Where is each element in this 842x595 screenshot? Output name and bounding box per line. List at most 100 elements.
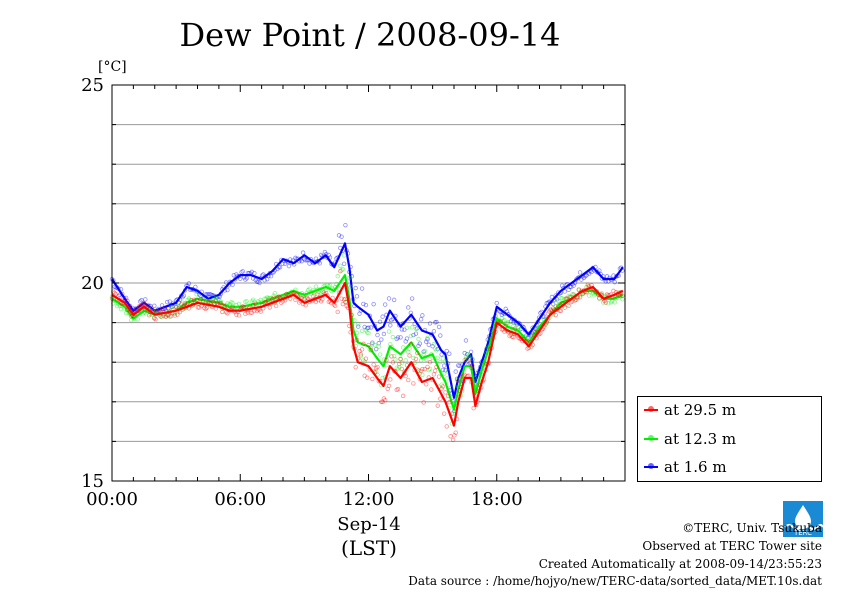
- series-0-point: [463, 357, 469, 362]
- series-1-point: [403, 358, 408, 363]
- x-tick-label: 12:00: [343, 489, 395, 510]
- legend-swatch-blue: [644, 463, 658, 469]
- series-2-point: [377, 319, 383, 325]
- series-2-point: [252, 271, 257, 276]
- series-2-point: [368, 325, 374, 330]
- series-2-point: [549, 294, 555, 300]
- series-0: [109, 268, 625, 443]
- series-2-point: [240, 269, 246, 274]
- series-1-point: [467, 355, 473, 361]
- series-2-point: [322, 249, 328, 255]
- series-1-point: [470, 356, 475, 362]
- series-2-point: [409, 296, 415, 301]
- series-0-point: [435, 403, 440, 408]
- chart-title: Dew Point / 2008-09-14: [180, 16, 561, 54]
- series-0-point: [453, 430, 458, 435]
- series-1-point: [229, 300, 234, 305]
- series-2-point: [550, 301, 556, 307]
- series-0-point: [418, 368, 424, 374]
- series-2-point: [375, 332, 380, 338]
- series-0-point: [400, 393, 406, 399]
- series-1-point: [576, 287, 582, 293]
- series-1-point: [409, 325, 415, 330]
- series-0-point: [195, 305, 201, 310]
- series-0-point: [381, 396, 387, 401]
- series-0-point: [382, 397, 388, 403]
- series-2-point: [357, 311, 362, 316]
- series-2-point: [354, 294, 360, 299]
- series-0-point: [270, 296, 275, 302]
- series-0-point: [550, 306, 556, 311]
- series-0-point: [136, 304, 142, 309]
- series-1-point: [466, 353, 471, 359]
- footer-observed: Observed at TERC Tower site: [642, 539, 822, 553]
- series-2-point: [339, 234, 344, 239]
- series-0-point: [620, 293, 625, 298]
- series-2-point: [462, 350, 467, 356]
- series-1-point: [362, 359, 367, 364]
- series-2-point: [277, 265, 283, 270]
- series-0-point: [202, 305, 207, 311]
- series-1-point: [499, 316, 505, 321]
- series-0-point: [267, 305, 272, 310]
- series-0-point: [153, 317, 158, 322]
- series-1-point: [186, 296, 192, 301]
- footer-copyright: ©TERC, Univ. Tsukuba: [682, 521, 822, 535]
- series-1-point: [264, 295, 270, 300]
- series-2-point: [494, 300, 499, 306]
- series-0-point: [341, 297, 347, 302]
- series-1-point: [249, 299, 254, 304]
- series-0-point: [276, 294, 281, 299]
- series-0-point: [318, 299, 324, 304]
- series-1-point: [425, 335, 430, 341]
- series-1-point: [421, 351, 426, 357]
- series-0-point: [563, 296, 569, 301]
- series-2-point: [318, 252, 324, 258]
- series-1-point: [600, 300, 606, 305]
- series-2-point: [612, 279, 617, 285]
- series-0-point: [406, 377, 411, 383]
- series-0-point: [408, 342, 414, 347]
- series-1-point: [376, 344, 381, 349]
- series-1-point: [313, 284, 319, 289]
- series-1-point: [341, 253, 347, 258]
- series-2-point: [268, 274, 274, 279]
- series-0-point: [279, 300, 284, 306]
- series-0-point: [326, 299, 331, 304]
- series-2-point: [379, 337, 384, 342]
- series-1-point: [570, 292, 575, 297]
- series-0-point: [443, 390, 448, 395]
- series-0-point: [525, 346, 530, 351]
- series-0-point: [297, 300, 302, 305]
- series-1-point: [420, 372, 425, 378]
- series-0-point: [158, 314, 163, 319]
- series-1-point: [250, 297, 256, 302]
- series-1-point: [159, 315, 165, 320]
- series-1-point: [559, 296, 565, 301]
- legend-label: at 1.6 m: [664, 458, 727, 476]
- series-2-point: [441, 363, 447, 368]
- series-2-point: [386, 296, 392, 301]
- series-1-point: [556, 298, 561, 304]
- series-0-point: [403, 373, 408, 379]
- series-2-point: [370, 340, 375, 345]
- series-0-point: [249, 310, 254, 315]
- series-2-point: [139, 298, 144, 303]
- series-0-point: [366, 342, 371, 348]
- series-0-point: [179, 302, 184, 307]
- series-2-point: [254, 279, 260, 284]
- series-0-point: [163, 314, 169, 319]
- series-0-point: [512, 326, 517, 331]
- series-1-point: [443, 359, 448, 364]
- series-2-point: [583, 274, 588, 279]
- series-1-point: [450, 411, 456, 416]
- series-0-point: [456, 378, 461, 383]
- series-2-point: [439, 352, 444, 357]
- series-0-point: [311, 294, 316, 299]
- x-axis-unit-label: (LST): [341, 536, 397, 560]
- series-1-point: [114, 303, 120, 309]
- series-2-point: [261, 272, 266, 277]
- series-2-point: [524, 333, 529, 338]
- series-0-point: [371, 362, 376, 367]
